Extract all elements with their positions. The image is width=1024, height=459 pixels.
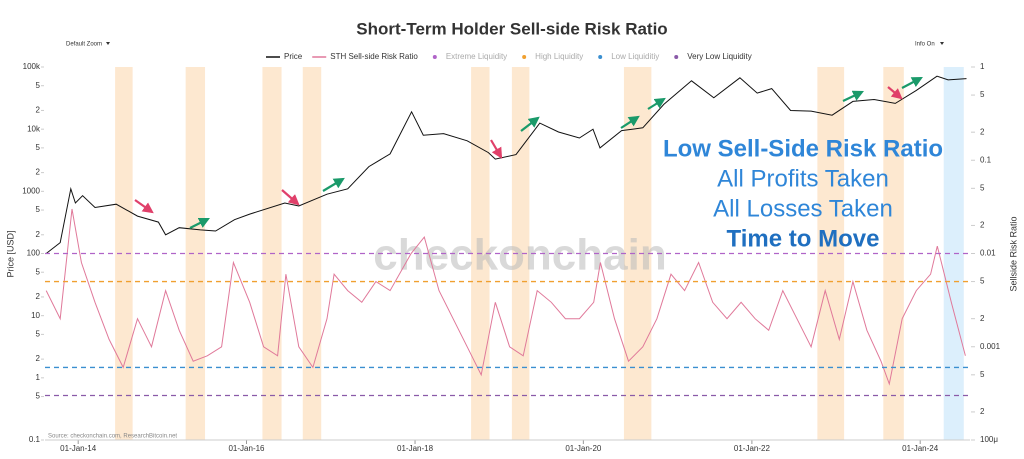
- annotation: All Profits Taken: [717, 165, 889, 192]
- zone: [115, 67, 133, 440]
- watermark: checkonchain: [373, 231, 666, 280]
- y-tick-label: 1: [36, 373, 41, 382]
- x-tick-label: 01-Jan-20: [565, 444, 602, 453]
- buy-arrow: [620, 115, 640, 129]
- sell-arrow: [490, 139, 503, 159]
- axes: 0.1 5 1 2 5 10 2 5 100 2 5 1000 2 5 10k 2 5 100k 100μ 2 5 0.0…: [22, 62, 1000, 453]
- y-tick-label: 100: [27, 249, 41, 258]
- x-tick-label: 01-Jan-18: [397, 444, 434, 453]
- annotation: Time to Move: [727, 225, 880, 252]
- y2-tick-label: 2: [980, 127, 985, 136]
- y2-tick-label: 2: [980, 407, 985, 416]
- info-control[interactable]: Info On: [915, 42, 935, 48]
- y-tick-label: 5: [36, 143, 41, 152]
- y2-tick-label: 5: [980, 370, 985, 379]
- x-tick-label: 01-Jan-22: [734, 444, 771, 453]
- zone: [623, 67, 652, 440]
- x-tick-label: 01-Jan-24: [902, 444, 939, 453]
- y2-tick-label: 2: [980, 314, 985, 323]
- legend-label[interactable]: High Liquidity: [535, 52, 583, 61]
- legend-swatch: [522, 55, 527, 59]
- legend-swatch: [598, 55, 603, 59]
- buy-arrow: [189, 218, 210, 229]
- legend-label[interactable]: STH Sell-side Risk Ratio: [330, 52, 418, 61]
- y-tick-label: 2: [36, 168, 41, 177]
- legend-label[interactable]: Extreme Liquidity: [446, 52, 507, 61]
- dropdown-icon: [106, 42, 110, 45]
- y-tick-label: 10: [31, 311, 40, 320]
- buy-arrow: [901, 76, 923, 89]
- y-tick-label: 2: [36, 354, 41, 363]
- source: Source: checkonchain.com, ResearchBitcoi…: [48, 434, 177, 440]
- sell-arrow: [281, 189, 300, 206]
- zoom-control[interactable]: Default Zoom: [66, 42, 102, 48]
- y2-tick-label: 1: [980, 62, 985, 71]
- annotation: All Losses Taken: [713, 195, 893, 222]
- y-tick-label: 5: [36, 205, 41, 214]
- y-tick-label: 5: [36, 81, 41, 90]
- annotation: Low Sell-Side Risk Ratio: [663, 135, 943, 162]
- legend-label[interactable]: Price: [284, 52, 303, 61]
- series-line: [45, 75, 967, 254]
- y-tick-label: 5: [36, 392, 41, 401]
- y2-tick-label: 5: [980, 183, 985, 192]
- y-tick-label: 2: [36, 292, 41, 301]
- y2-tick-label: 5: [980, 277, 985, 286]
- buy-arrow: [520, 116, 540, 132]
- arrows: [134, 76, 923, 229]
- y-tick-label: 0.1: [29, 435, 41, 444]
- legend-label[interactable]: Low Liquiditiy: [611, 52, 659, 61]
- y2-tick-label: 0.001: [980, 342, 1001, 351]
- y-tick-label: 2: [36, 106, 41, 115]
- lines: [45, 75, 970, 397]
- legend-swatch: [432, 55, 437, 59]
- y2-axis-title: Sellside Risk Ratio: [1008, 216, 1018, 291]
- y-axis-title: Price [USD]: [5, 230, 15, 277]
- x-tick-label: 01-Jan-16: [228, 444, 265, 453]
- sell-arrow: [887, 86, 903, 100]
- chart-title: Short-Term Holder Sell-side Risk Ratio: [356, 19, 667, 38]
- buy-arrow: [842, 90, 864, 102]
- zone: [185, 67, 206, 440]
- dropdown-icon: [940, 42, 944, 45]
- y-tick-label: 100k: [23, 62, 41, 71]
- buy-arrow: [322, 177, 345, 192]
- y-tick-label: 5: [36, 329, 41, 338]
- buy-arrow: [647, 97, 666, 110]
- y2-tick-label: 2: [980, 221, 985, 230]
- legend: Price STH Sell-side Risk Ratio Extreme Liq…: [266, 52, 752, 61]
- y2-tick-label: 100μ: [980, 435, 998, 444]
- y-tick-label: 2: [36, 230, 41, 239]
- y2-tick-label: 5: [980, 90, 985, 99]
- legend-swatch: [674, 55, 679, 59]
- sell-arrow: [134, 199, 154, 214]
- y-tick-label: 5: [36, 267, 41, 276]
- x-tick-label: 01-Jan-14: [60, 444, 97, 453]
- y2-tick-label: 0.01: [980, 249, 996, 258]
- legend-label[interactable]: Very Low Liquidity: [687, 52, 751, 61]
- y-tick-label: 1000: [22, 186, 40, 195]
- y-tick-label: 10k: [27, 124, 41, 133]
- y2-tick-label: 0.1: [980, 155, 992, 164]
- zone: [943, 67, 964, 440]
- series-line: [45, 208, 966, 386]
- zone: [302, 67, 322, 440]
